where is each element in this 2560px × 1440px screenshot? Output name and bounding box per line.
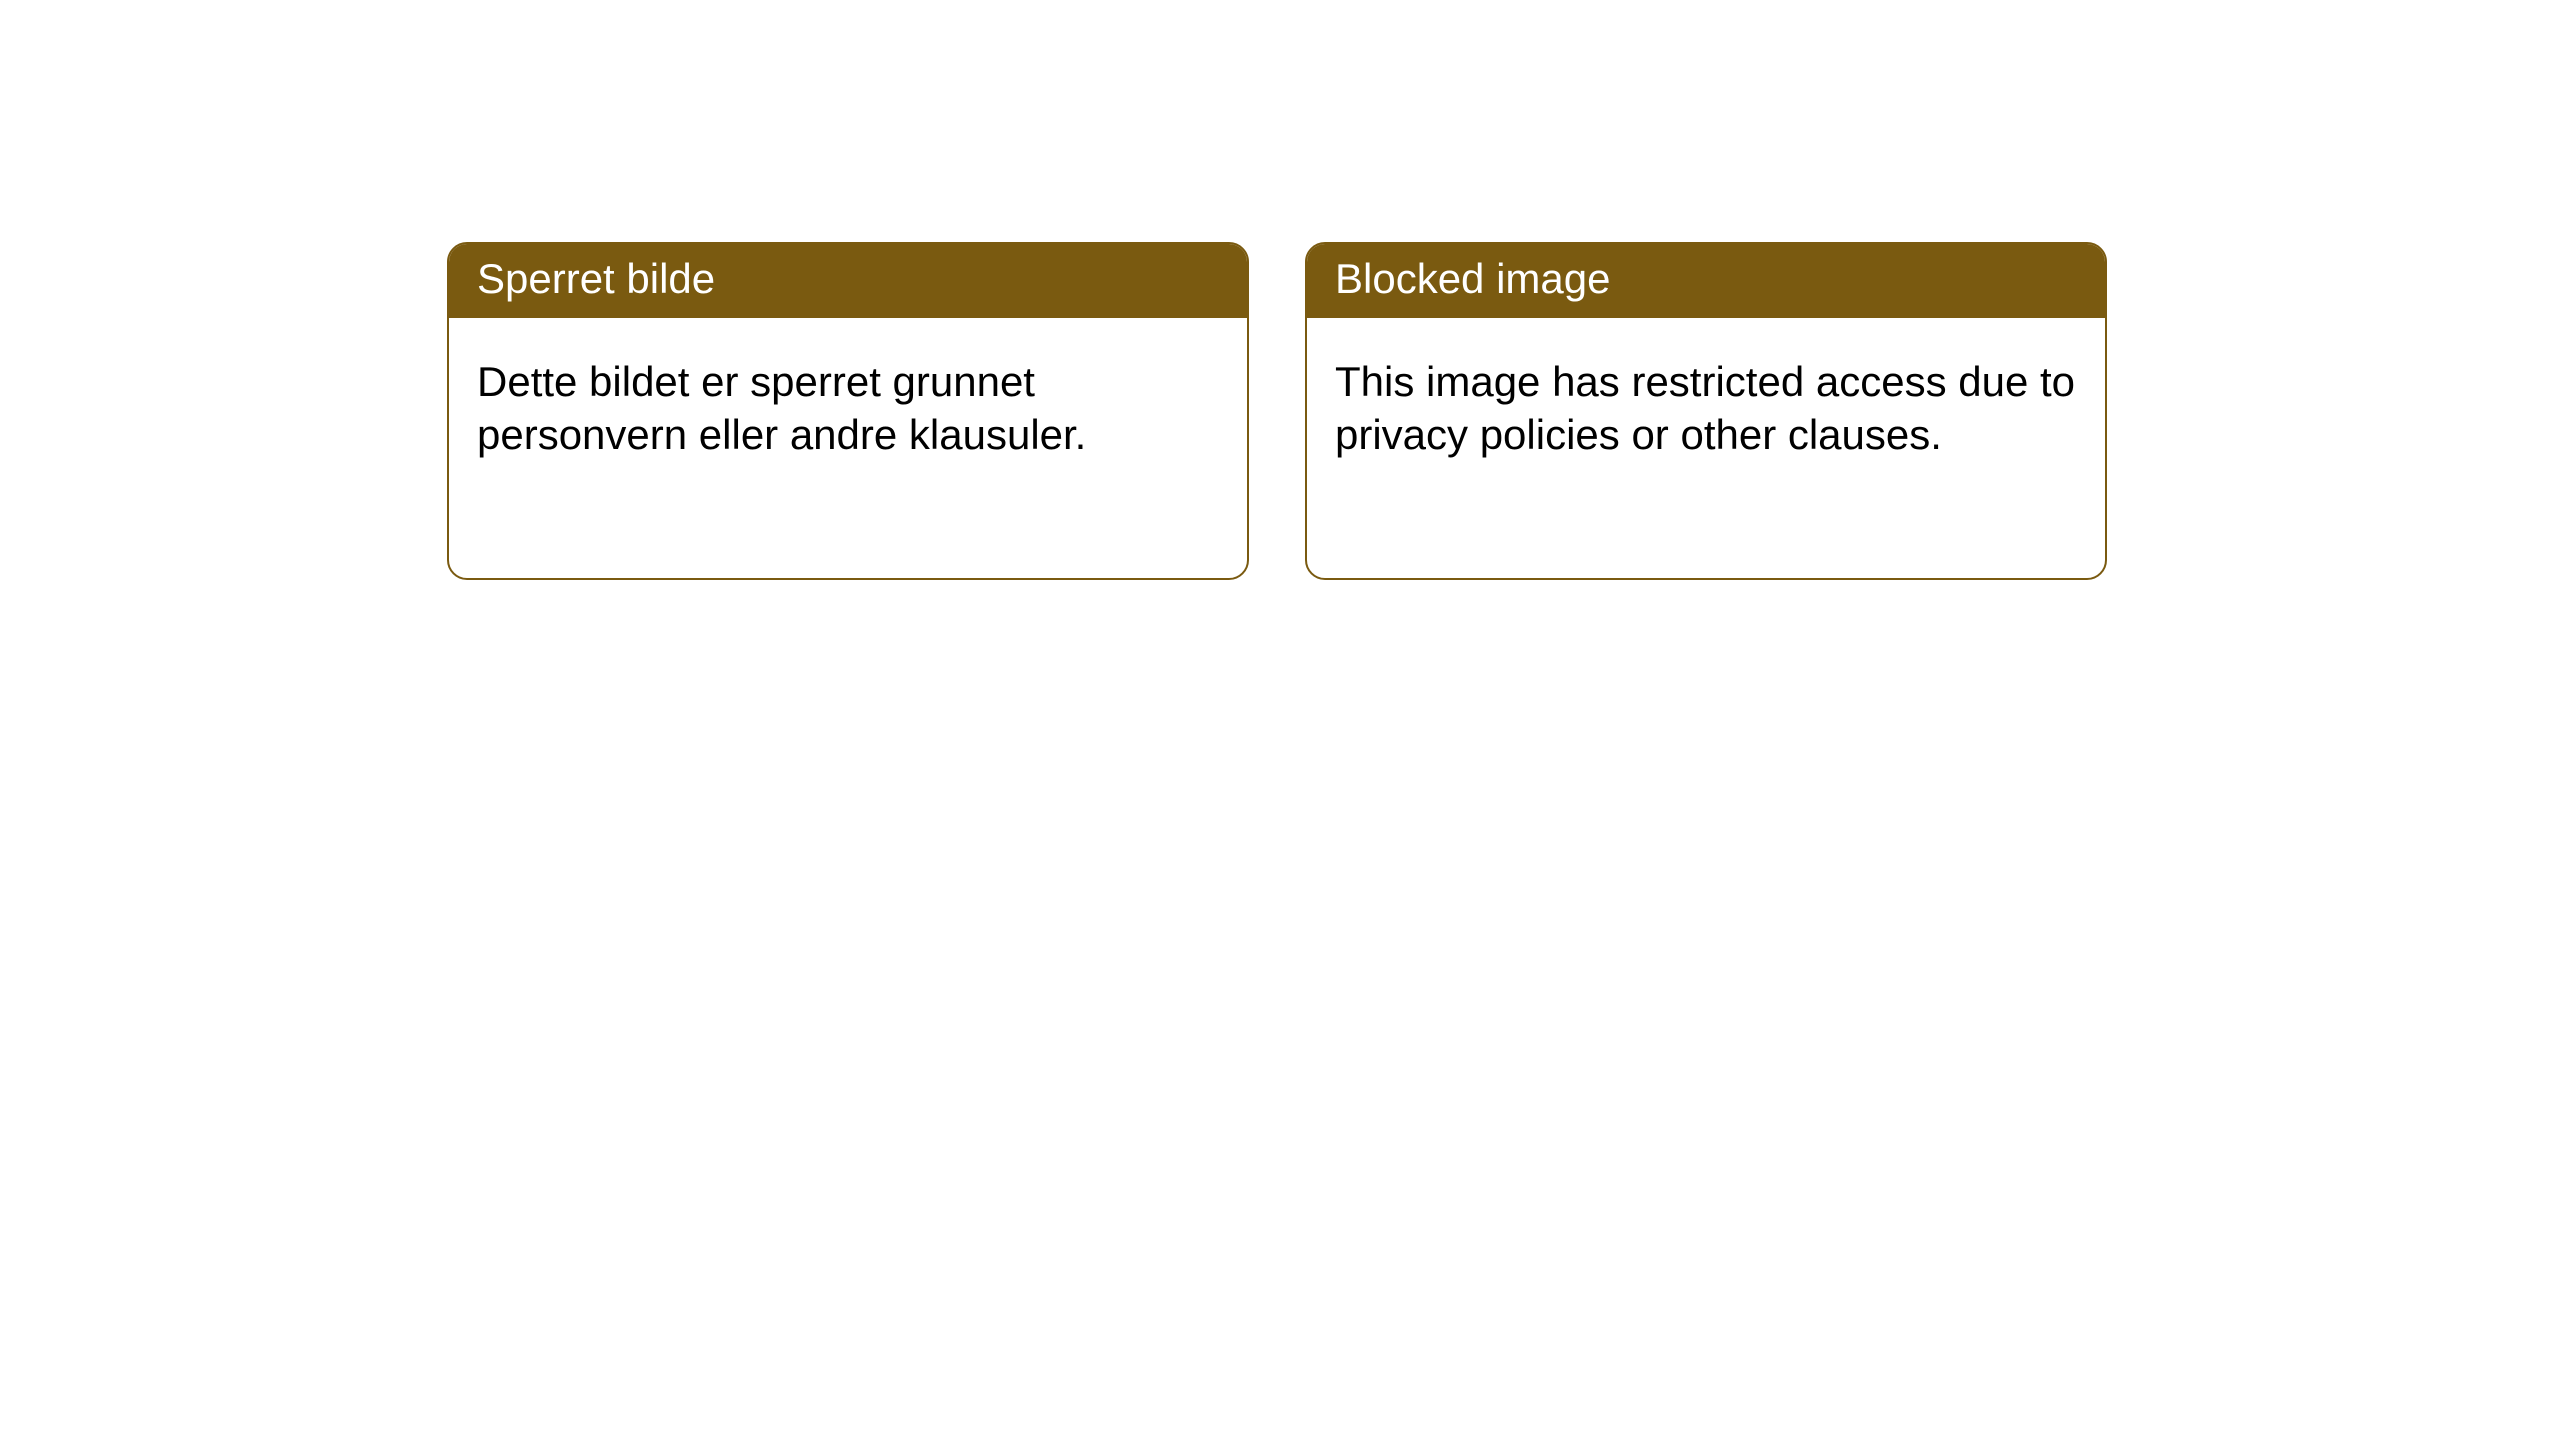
- card-body-text: This image has restricted access due to …: [1335, 358, 2075, 458]
- card-title: Blocked image: [1335, 255, 1610, 302]
- card-body: This image has restricted access due to …: [1307, 318, 2105, 499]
- card-title: Sperret bilde: [477, 255, 715, 302]
- blocked-image-card-english: Blocked image This image has restricted …: [1305, 242, 2107, 580]
- card-header: Blocked image: [1307, 244, 2105, 318]
- card-body-text: Dette bildet er sperret grunnet personve…: [477, 358, 1086, 458]
- blocked-image-card-norwegian: Sperret bilde Dette bildet er sperret gr…: [447, 242, 1249, 580]
- notice-container: Sperret bilde Dette bildet er sperret gr…: [447, 242, 2107, 580]
- card-header: Sperret bilde: [449, 244, 1247, 318]
- card-body: Dette bildet er sperret grunnet personve…: [449, 318, 1247, 499]
